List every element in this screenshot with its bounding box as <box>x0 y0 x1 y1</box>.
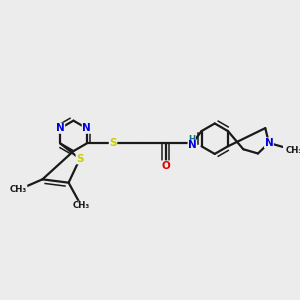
Text: N: N <box>56 123 65 133</box>
Text: O: O <box>161 161 170 171</box>
Text: N: N <box>188 140 197 150</box>
Text: N: N <box>265 138 273 148</box>
Text: N: N <box>82 123 91 133</box>
Text: S: S <box>109 139 117 148</box>
Text: H: H <box>189 135 196 144</box>
Text: CH₃: CH₃ <box>10 185 27 194</box>
Text: CH₃: CH₃ <box>286 146 300 155</box>
Text: S: S <box>76 154 84 164</box>
Text: CH₃: CH₃ <box>73 201 90 210</box>
